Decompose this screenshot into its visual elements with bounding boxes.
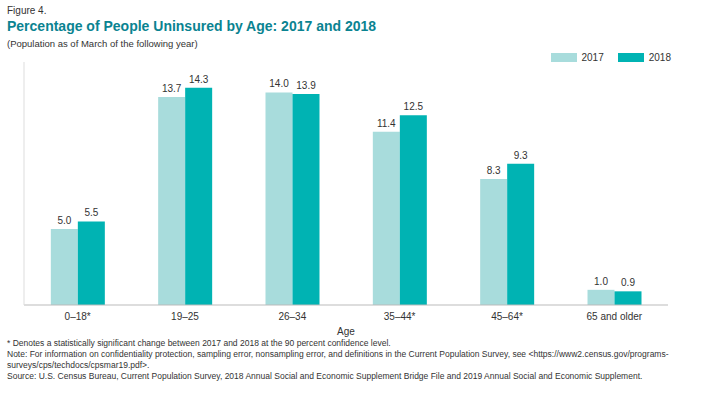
svg-text:0.9: 0.9 (621, 277, 635, 288)
html-text:Percentage of People Uninsured: Percentage of People Uninsured by Age: 2… (7, 18, 377, 34)
svg-text:12.5: 12.5 (404, 101, 424, 112)
svg-text:9.3: 9.3 (514, 150, 528, 161)
html-text:Figure 4.: Figure 4. (7, 5, 47, 16)
svg-text:35–44*: 35–44* (384, 311, 416, 322)
html-text:* Denotes a statistically sign: * Denotes a statistically significant ch… (7, 338, 391, 348)
svg-text:8.3: 8.3 (487, 165, 501, 176)
svg-text:Age: Age (337, 326, 355, 337)
html-text:2017: 2017 (581, 52, 604, 63)
svg-text:14.3: 14.3 (189, 74, 209, 85)
svg-text:1.0: 1.0 (594, 276, 608, 287)
svg-text:14.0: 14.0 (269, 78, 289, 89)
html-text:Note: For information on confi: Note: For information on confidentiality… (7, 349, 669, 370)
svg-text:65 and older: 65 and older (587, 311, 643, 322)
svg-text:5.5: 5.5 (84, 207, 98, 218)
svg-text:45–64*: 45–64* (491, 311, 523, 322)
svg-text:0–18*: 0–18* (65, 311, 91, 322)
svg-text:13.9: 13.9 (296, 80, 316, 91)
svg-text:11.4: 11.4 (377, 118, 396, 129)
svg-text:26–34: 26–34 (278, 311, 306, 322)
html-text:Source: U.S. Census Bureau, Cu: Source: U.S. Census Bureau, Current Popu… (7, 371, 643, 381)
svg-text:19–25: 19–25 (171, 311, 199, 322)
html-text:(Population as of March of the: (Population as of March of the following… (7, 38, 198, 49)
svg-text:5.0: 5.0 (57, 215, 71, 226)
html-text:2018: 2018 (648, 52, 671, 63)
svg-text:13.7: 13.7 (162, 83, 182, 94)
